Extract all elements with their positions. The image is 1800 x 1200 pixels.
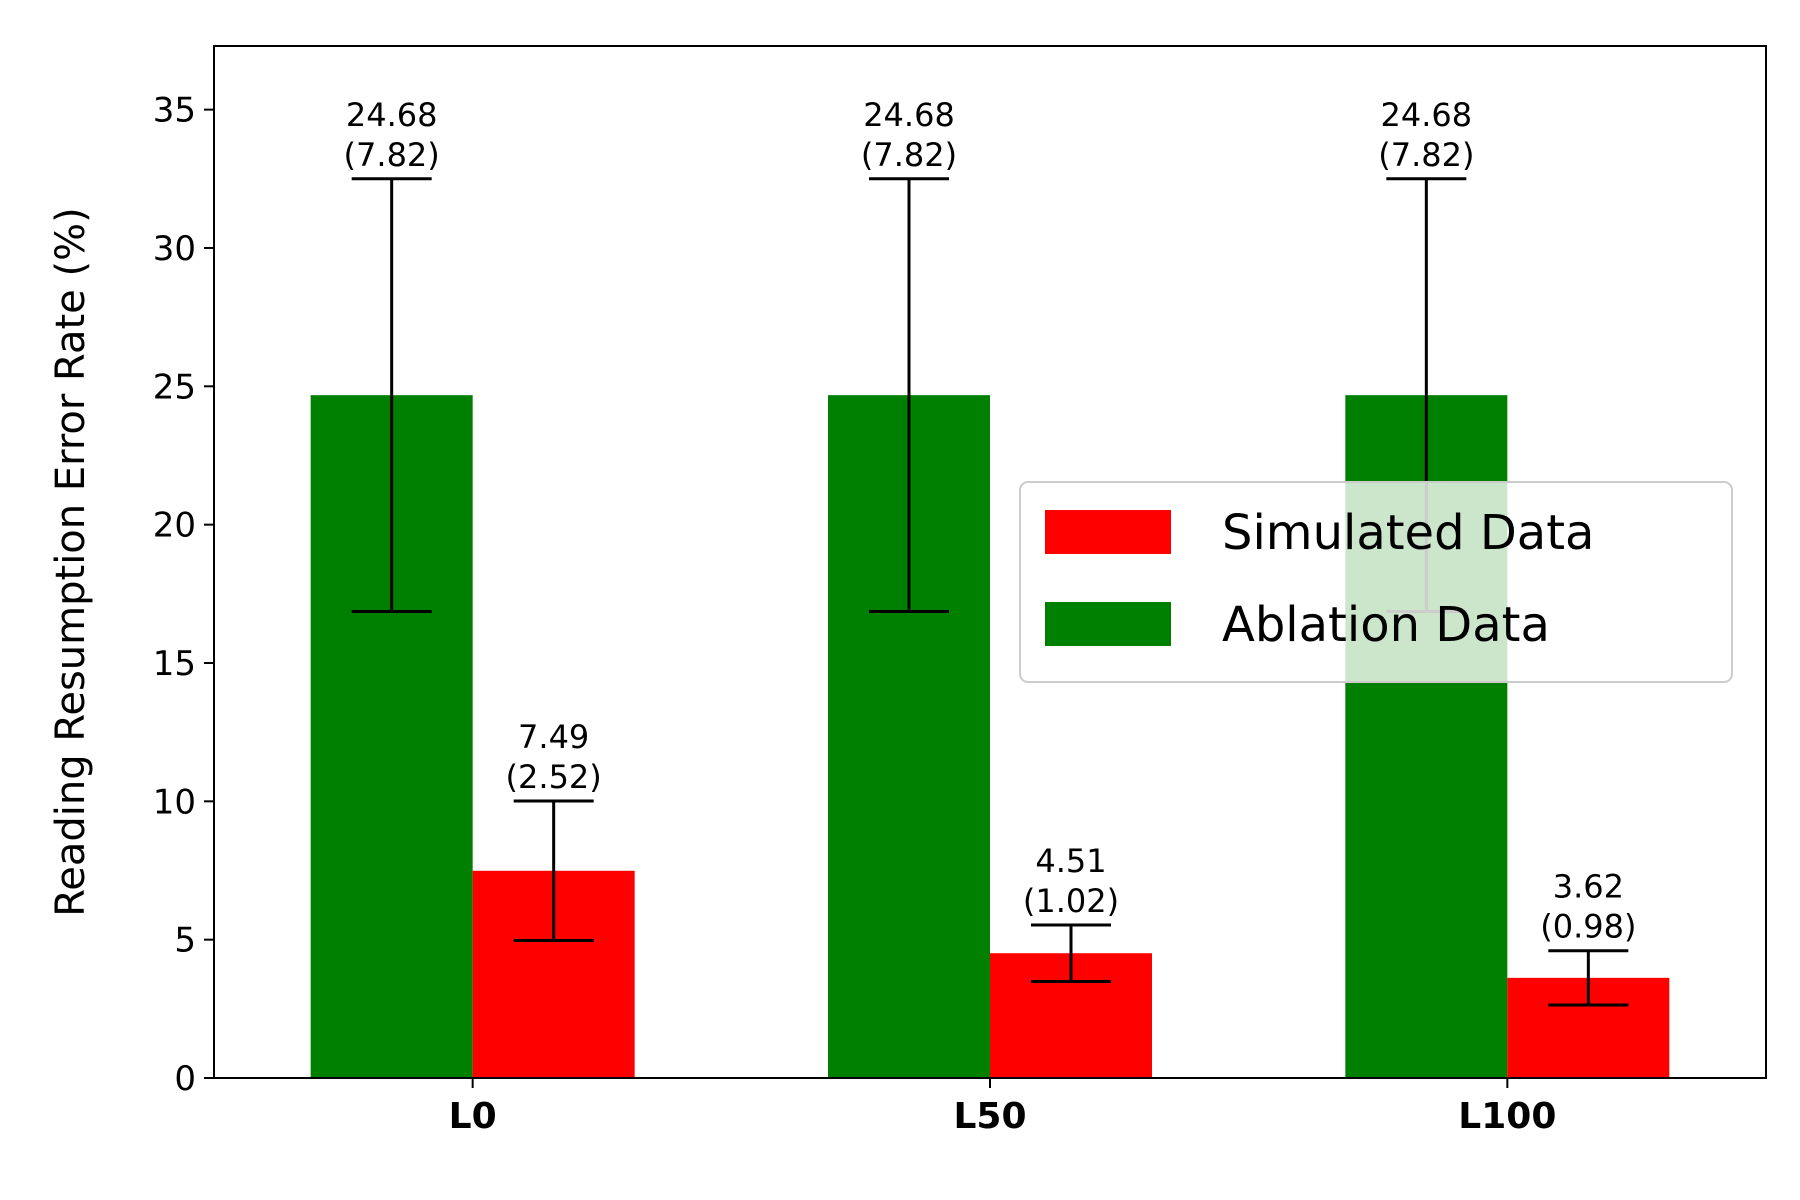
y-axis-label: Reading Resumption Error Rate (%) xyxy=(48,207,94,916)
y-tick-label: 25 xyxy=(153,367,196,407)
data-label-value: 3.62 xyxy=(1553,868,1624,906)
data-label-error: (7.82) xyxy=(1378,136,1474,174)
y-tick-label: 0 xyxy=(174,1059,196,1099)
x-tick-label: L100 xyxy=(1458,1096,1556,1137)
legend-box xyxy=(1019,481,1733,683)
data-label-value: 24.68 xyxy=(346,96,438,134)
y-tick-label: 15 xyxy=(153,644,196,684)
x-tick-label: L50 xyxy=(953,1096,1026,1137)
legend-label: Ablation Data xyxy=(1222,597,1550,653)
y-tick-label: 10 xyxy=(153,782,196,822)
y-tick-label: 5 xyxy=(174,921,196,961)
legend-swatch xyxy=(1045,510,1171,554)
x-axis: L0 L50 L100 xyxy=(449,1078,1556,1137)
data-label-error: (7.82) xyxy=(344,136,440,174)
legend-label: Simulated Data xyxy=(1222,505,1594,561)
data-label-value: 7.49 xyxy=(518,718,589,756)
data-label-value: 24.68 xyxy=(1381,96,1473,134)
plot-marks: 24.68(7.82)7.49(2.52)24.68(7.82)4.51(1.0… xyxy=(310,96,1670,1078)
data-label-error: (0.98) xyxy=(1540,908,1636,946)
legend: Simulated Data Ablation Data xyxy=(1019,481,1733,683)
legend-swatch xyxy=(1045,602,1171,646)
data-label-error: (2.52) xyxy=(506,758,602,796)
y-tick-label: 35 xyxy=(153,91,196,131)
data-label-error: (1.02) xyxy=(1023,882,1119,920)
data-label-value: 4.51 xyxy=(1035,842,1106,880)
y-tick-label: 20 xyxy=(153,506,196,546)
data-label-error: (7.82) xyxy=(861,136,957,174)
y-axis: 0 5 10 15 20 25 30 35 xyxy=(153,91,214,1099)
y-tick-label: 30 xyxy=(153,229,196,269)
data-label-value: 24.68 xyxy=(863,96,955,134)
x-tick-label: L0 xyxy=(449,1096,497,1137)
